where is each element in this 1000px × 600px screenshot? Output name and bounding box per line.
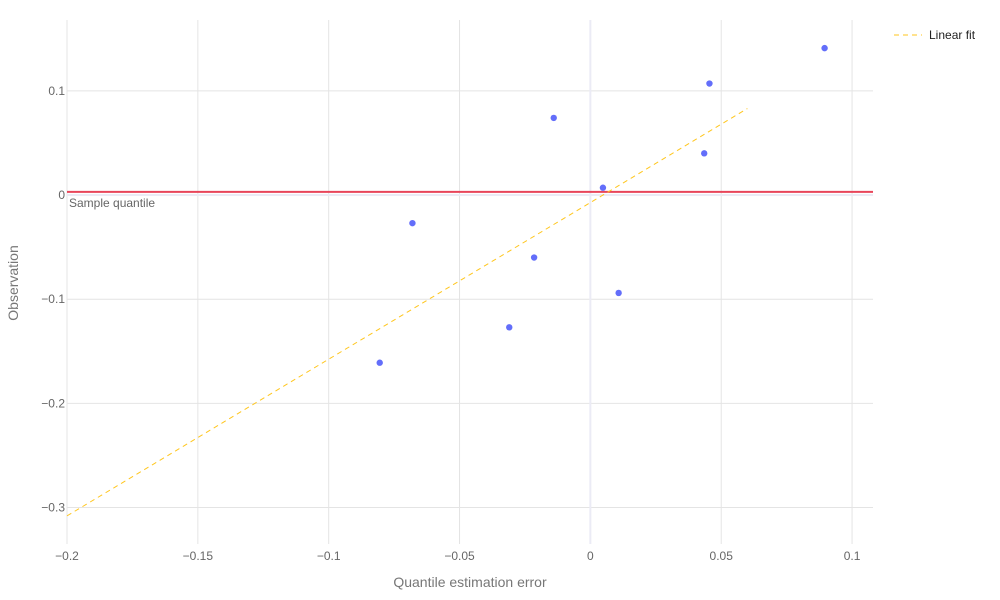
sample-quantile-label: Sample quantile — [69, 196, 155, 210]
y-tick-label: 0 — [58, 188, 65, 202]
y-tick-label: −0.2 — [41, 396, 65, 410]
data-point[interactable] — [599, 184, 607, 191]
legend[interactable]: Linear fit — [894, 28, 976, 42]
data-point[interactable] — [506, 324, 513, 331]
data-point[interactable] — [706, 80, 713, 87]
y-axis-title: Observation — [5, 245, 21, 320]
data-point[interactable] — [376, 359, 383, 366]
sample-quantile-layer: Sample quantile — [67, 190, 873, 210]
data-point[interactable] — [701, 150, 708, 157]
data-point[interactable] — [409, 219, 416, 227]
y-tick-label: 0.1 — [48, 84, 65, 98]
grid-layer — [66, 20, 873, 544]
series-layer — [66, 44, 828, 517]
x-axis-title: Quantile estimation error — [393, 574, 547, 590]
data-point[interactable] — [821, 44, 828, 52]
zero-lines-layer — [67, 20, 873, 544]
x-tick-label: −0.1 — [317, 549, 341, 563]
x-tick-label: 0 — [587, 549, 594, 563]
data-point[interactable] — [615, 289, 622, 297]
x-tick-label: −0.05 — [444, 549, 475, 563]
x-tick-label: −0.2 — [55, 549, 79, 563]
tick-label-layer: −0.2 −0.15 −0.1 −0.05 0 0.05 0.1 −0.3 −0.2 −0.1 0 0… — [41, 84, 860, 563]
x-tick-label: 0.05 — [710, 549, 734, 563]
x-tick-label: −0.15 — [183, 549, 214, 563]
data-point[interactable] — [550, 114, 557, 122]
x-tick-label: 0.1 — [844, 549, 861, 563]
data-point[interactable] — [530, 254, 538, 261]
linear-fit-line — [66, 108, 748, 517]
y-tick-label: −0.1 — [41, 292, 65, 306]
y-tick-label: −0.3 — [41, 501, 65, 515]
legend-item-linear-fit[interactable]: Linear fit — [929, 28, 976, 42]
